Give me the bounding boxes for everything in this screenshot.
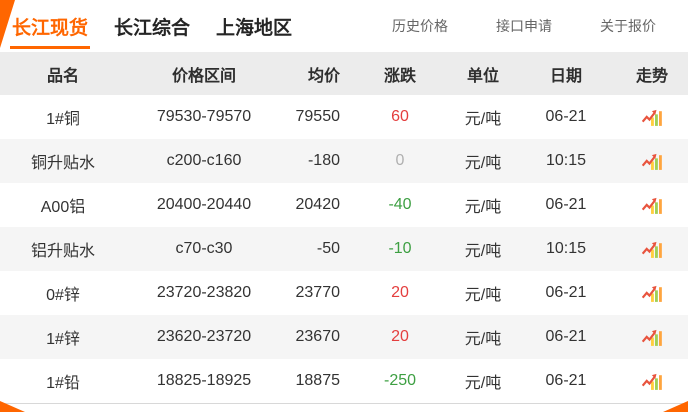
price-change: 20 xyxy=(391,328,409,345)
header-change: 涨跌 xyxy=(383,67,416,85)
table-row: A00铝 20400-20440 20420 -40 元/吨 06-21 xyxy=(0,183,688,227)
price-change: -10 xyxy=(388,240,412,257)
avg-price: 23670 xyxy=(295,328,341,345)
price-change: 0 xyxy=(395,152,405,169)
trend-chart-icon[interactable] xyxy=(641,109,663,126)
product-name: 0#锌 xyxy=(46,287,80,304)
price-range: 18825-18925 xyxy=(156,372,252,389)
price-change: 20 xyxy=(391,284,409,301)
price-unit: 元/吨 xyxy=(464,155,502,172)
price-range: 23720-23820 xyxy=(156,284,252,301)
price-change: -250 xyxy=(383,372,417,389)
quote-date: 10:15 xyxy=(545,240,587,257)
trend-chart-icon[interactable] xyxy=(641,285,663,302)
quote-date: 10:15 xyxy=(545,152,587,169)
link-about-quotes[interactable]: 关于报价 xyxy=(600,18,656,34)
price-range: c200-c160 xyxy=(166,152,242,169)
trend-cell xyxy=(616,241,688,258)
trend-cell xyxy=(616,373,688,390)
quote-date: 06-21 xyxy=(545,108,587,125)
avg-price: 23770 xyxy=(295,284,341,301)
trend-chart-icon[interactable] xyxy=(641,373,663,390)
trend-chart-icon[interactable] xyxy=(641,197,663,214)
price-change: -40 xyxy=(388,196,412,213)
corner-accent-bottom-right xyxy=(663,401,688,412)
quote-date: 06-21 xyxy=(545,372,587,389)
header-date: 日期 xyxy=(549,67,582,85)
price-unit: 元/吨 xyxy=(464,287,502,304)
table-row: 1#锌 23620-23720 23670 20 元/吨 06-21 xyxy=(0,315,688,359)
trend-chart-icon[interactable] xyxy=(641,153,663,170)
price-unit: 元/吨 xyxy=(464,331,502,348)
table-row: 铝升贴水 c70-c30 -50 -10 元/吨 10:15 xyxy=(0,227,688,271)
tabs: 长江现货 长江综合 上海地区 xyxy=(10,0,316,52)
quote-date: 06-21 xyxy=(545,328,587,345)
corner-accent-bottom-left xyxy=(0,401,25,412)
tab-changjiang-spot[interactable]: 长江现货 xyxy=(10,0,91,52)
link-api-request[interactable]: 接口申请 xyxy=(496,18,552,34)
link-history-prices[interactable]: 历史价格 xyxy=(392,18,448,34)
avg-price: -50 xyxy=(316,240,340,257)
product-name: 1#锌 xyxy=(46,331,80,348)
trend-cell xyxy=(616,109,688,126)
header-avg-price: 均价 xyxy=(307,67,340,85)
table-row: 1#铜 79530-79570 79550 60 元/吨 06-21 xyxy=(0,95,688,139)
trend-chart-icon[interactable] xyxy=(641,241,663,258)
avg-price: 18875 xyxy=(295,372,341,389)
price-change: 60 xyxy=(391,108,409,125)
quote-date: 06-21 xyxy=(545,196,587,213)
table-row: 0#锌 23720-23820 23770 20 元/吨 06-21 xyxy=(0,271,688,315)
tab-bar: 长江现货 长江综合 上海地区 历史价格 接口申请 关于报价 xyxy=(0,0,688,52)
price-range: 20400-20440 xyxy=(156,196,252,213)
price-unit: 元/吨 xyxy=(464,375,502,392)
trend-cell xyxy=(616,285,688,302)
price-range: 23620-23720 xyxy=(156,328,252,345)
price-range: c70-c30 xyxy=(175,240,233,257)
avg-price: -180 xyxy=(307,152,340,169)
tab-shanghai-area[interactable]: 上海地区 xyxy=(216,18,293,39)
product-name: 1#铅 xyxy=(46,375,80,392)
header-unit: 单位 xyxy=(466,67,499,85)
product-name: 铜升贴水 xyxy=(30,155,95,172)
bottom-strip xyxy=(0,403,688,412)
price-range: 79530-79570 xyxy=(156,108,252,125)
avg-price: 79550 xyxy=(295,108,341,125)
tab-changjiang-composite[interactable]: 长江综合 xyxy=(114,18,191,39)
avg-price: 20420 xyxy=(295,196,341,213)
trend-cell xyxy=(616,329,688,346)
quote-date: 06-21 xyxy=(545,284,587,301)
trend-cell xyxy=(616,153,688,170)
table-header-row: 品名 价格区间 均价 涨跌 单位 日期 走势 xyxy=(0,52,688,95)
table-row: 铜升贴水 c200-c160 -180 0 元/吨 10:15 xyxy=(0,139,688,183)
top-links: 历史价格 接口申请 关于报价 xyxy=(392,16,688,36)
product-name: 铝升贴水 xyxy=(30,243,95,260)
trend-cell xyxy=(616,197,688,214)
price-unit: 元/吨 xyxy=(464,111,502,128)
header-price-range: 价格区间 xyxy=(171,67,236,85)
price-unit: 元/吨 xyxy=(464,243,502,260)
table-body: 1#铜 79530-79570 79550 60 元/吨 06-21 铜升贴水 … xyxy=(0,95,688,403)
trend-chart-icon[interactable] xyxy=(641,329,663,346)
product-name: A00铝 xyxy=(40,199,86,216)
price-unit: 元/吨 xyxy=(464,199,502,216)
table-row: 1#铅 18825-18925 18875 -250 元/吨 06-21 xyxy=(0,359,688,403)
header-product: 品名 xyxy=(46,67,79,85)
product-name: 1#铜 xyxy=(46,111,80,128)
header-trend: 走势 xyxy=(635,67,668,85)
